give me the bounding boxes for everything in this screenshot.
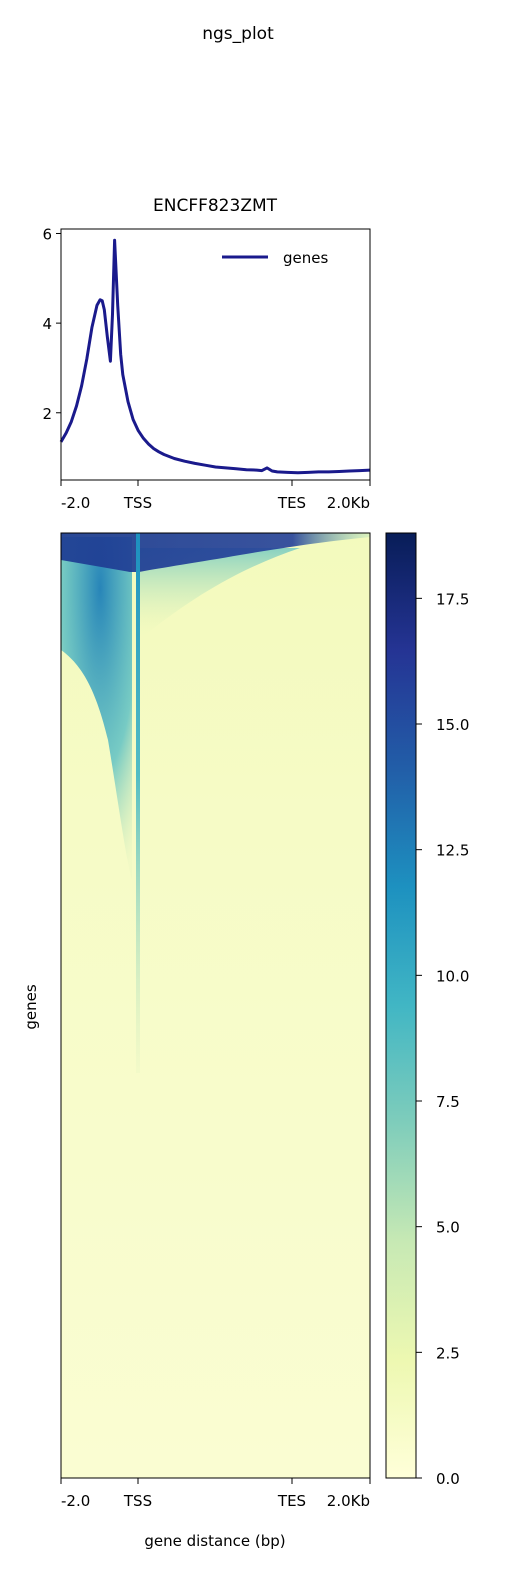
- colorbar-gradient: [385, 532, 417, 1479]
- heatmap-frame: [60, 532, 371, 1479]
- colorbar-tick-label: 2.5: [436, 1344, 460, 1362]
- profile-series-line: [59, 238, 371, 475]
- colorbar: 0.0 2.5 5.0 7.5 10.0 12.5 15.0 17.5: [385, 532, 469, 1488]
- profile-y-tick-label: 6: [42, 225, 52, 243]
- heatmap-upstream-signal: [61, 537, 132, 880]
- colorbar-tick-label: 17.5: [436, 590, 469, 608]
- colorbar-tick-label: 5.0: [436, 1219, 460, 1237]
- heatmap-x-tick-label: 2.0Kb: [327, 1492, 370, 1510]
- profile-plot-frame: [60, 228, 371, 481]
- profile-y-axis: 2 4 6: [42, 225, 61, 423]
- profile-legend: genes: [222, 249, 328, 267]
- colorbar-tick-label: 7.5: [436, 1093, 460, 1111]
- profile-x-tick-label: TSS: [123, 494, 152, 512]
- profile-y-tick-label: 2: [42, 405, 52, 423]
- heatmap-x-tick-label: TES: [277, 1492, 306, 1510]
- colorbar-tick-label: 0.0: [436, 1470, 460, 1488]
- heatmap-x-tick-label: -2.0: [61, 1492, 90, 1510]
- colorbar-tick-label: 12.5: [436, 842, 469, 860]
- heatmap-x-tick-label: TSS: [123, 1492, 152, 1510]
- profile-x-axis: -2.0 TSS TES 2.0Kb: [60, 480, 371, 512]
- colorbar-tick-label: 15.0: [436, 716, 469, 734]
- heatmap-x-axis-label: gene distance (bp): [144, 1532, 285, 1550]
- figure-suptitle: ngs_plot: [202, 24, 274, 44]
- profile-x-tick-label: 2.0Kb: [327, 494, 370, 512]
- heatmap-downstream-signal: [139, 548, 300, 640]
- heatmap-y-axis-label: genes: [22, 984, 40, 1029]
- colorbar-tick-label: 10.0: [436, 967, 469, 985]
- profile-y-tick-label: 4: [42, 315, 52, 333]
- heatmap-tss-signal-line: [136, 533, 140, 1073]
- profile-series-genes: [59, 238, 371, 475]
- heatmap-chart: -2.0 TSS TES 2.0Kb gene distance (bp) genes: [22, 532, 371, 1550]
- profile-chart: ENCFF823ZMT 2 4 6 -2.0 TSS TES 2.0Kb genes: [42, 196, 371, 512]
- legend-label-genes: genes: [283, 249, 328, 267]
- heatmap-x-axis: -2.0 TSS TES 2.0Kb: [60, 1478, 371, 1510]
- profile-x-tick-label: -2.0: [61, 494, 90, 512]
- profile-x-tick-label: TES: [277, 494, 306, 512]
- profile-chart-title: ENCFF823ZMT: [153, 196, 278, 216]
- colorbar-axis: 0.0 2.5 5.0 7.5 10.0 12.5 15.0 17.5: [416, 590, 469, 1488]
